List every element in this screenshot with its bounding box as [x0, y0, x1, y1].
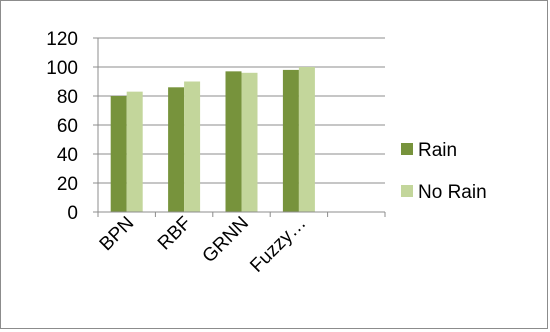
y-tick-label: 80: [57, 87, 78, 108]
x-axis-category-labels: BPN RBF GRNNFuzzy…: [96, 213, 311, 277]
legend: Rain No Rain: [401, 140, 487, 203]
bar-rain: [225, 71, 242, 212]
legend-label: Rain: [418, 140, 457, 161]
y-tick-label: 100: [46, 58, 78, 79]
axes: [93, 37, 386, 217]
y-tick-label: 40: [57, 145, 78, 166]
legend-swatch: [401, 185, 413, 197]
bar-rain: [110, 96, 127, 212]
y-tick-label: 20: [57, 174, 78, 195]
legend-swatch: [401, 143, 413, 155]
bar-rain: [168, 87, 185, 212]
x-category-label: Fuzzy…: [246, 213, 310, 277]
y-tick-label: 120: [46, 29, 78, 50]
y-axis-tick-labels: 0 20 40 60 80 100 120: [46, 29, 78, 224]
bars: [110, 67, 315, 213]
x-category-label: RBF: [154, 213, 196, 255]
y-tick-label: 60: [57, 116, 78, 137]
legend-label: No Rain: [418, 182, 487, 203]
bar-no-rain: [298, 67, 315, 212]
x-category-label: GRNN: [199, 213, 253, 267]
bar-no-rain: [241, 72, 258, 212]
bar-no-rain: [184, 81, 201, 212]
bar-rain: [282, 69, 299, 213]
x-category-label: BPN: [96, 213, 138, 255]
y-tick-label: 0: [67, 203, 78, 224]
bar-no-rain: [126, 91, 143, 212]
